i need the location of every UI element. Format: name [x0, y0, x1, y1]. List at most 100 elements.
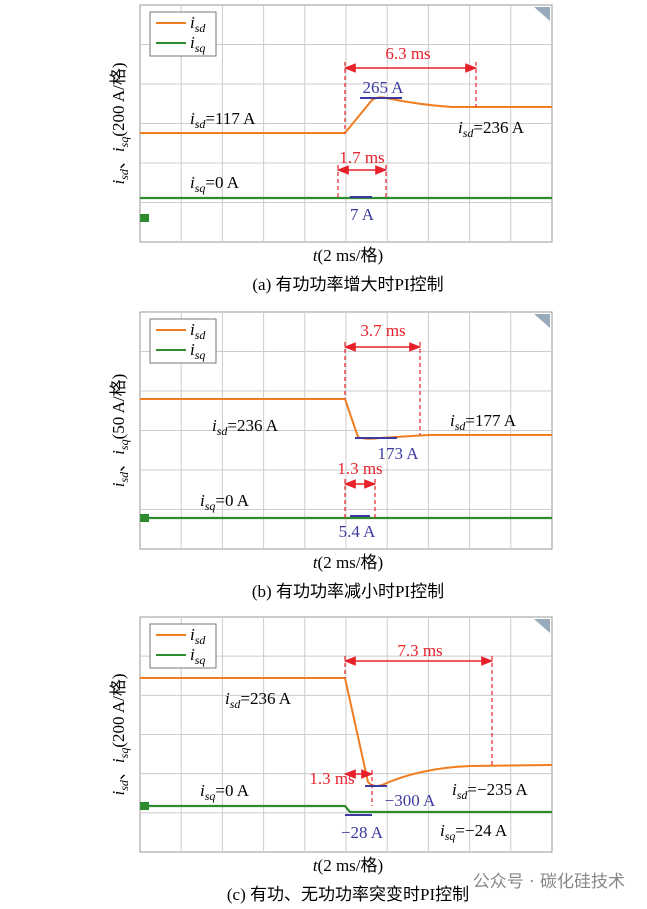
subscript: sq [445, 829, 456, 843]
text-part: i [190, 173, 195, 192]
subscript: sq [195, 348, 206, 362]
x-axis-label: t(2 ms/格) [313, 856, 383, 875]
text-part: =−24 A [455, 821, 507, 840]
text-part: =177 A [465, 411, 516, 430]
text-part: =0 A [215, 781, 249, 800]
text-part: (2 ms/格) [318, 246, 384, 265]
annotation: 6.3 ms [385, 44, 430, 63]
waveform-isq [140, 804, 552, 814]
channel-marker [140, 514, 149, 522]
subscript: sd [463, 126, 475, 140]
annotation: isd=236 A [212, 416, 279, 438]
y-axis-label: isd、isq(200 A/格) [109, 674, 131, 796]
annotation: 5.4 A [339, 522, 377, 541]
legend-box [149, 623, 217, 669]
subscript: sd [117, 168, 131, 180]
subscript: sd [195, 328, 207, 342]
subscript: sd [217, 424, 229, 438]
y-axis-label: isd、isq(200 A/格) [109, 63, 131, 185]
text-part: 、 [109, 455, 128, 472]
text-part: −300 A [385, 791, 436, 810]
subscript: sq [195, 41, 206, 55]
annotation: isq=−24 A [440, 821, 508, 843]
text-part: i [452, 780, 457, 799]
text-part: =−235 A [467, 780, 528, 799]
text-part: t [313, 553, 319, 572]
text-part: =0 A [205, 173, 239, 192]
text-part: i [109, 482, 128, 487]
subscript: sq [205, 789, 216, 803]
text-part: i [109, 790, 128, 795]
annotation: 173 A [377, 444, 419, 463]
text-part: i [190, 33, 195, 52]
subscript: sd [457, 788, 469, 802]
text-part: i [190, 13, 195, 32]
annotation: isd=236 A [225, 689, 292, 711]
caption: (b) 有功功率减小时PI控制 [252, 582, 444, 601]
corner-mark [534, 7, 550, 21]
legend-box [149, 318, 217, 364]
annotation: 7 A [350, 205, 375, 224]
text-part: i [109, 758, 128, 763]
text-part: t [313, 246, 319, 265]
subscript: sd [195, 117, 207, 131]
channel-marker [140, 802, 149, 810]
annotation: isq=0 A [200, 491, 250, 513]
text-part: i [190, 340, 195, 359]
subscript: sd [195, 21, 207, 35]
annotation: 3.7 ms [360, 321, 405, 340]
legend-label: isq [190, 340, 205, 362]
legend-label: isq [190, 645, 205, 667]
annotation: isd=177 A [450, 411, 517, 433]
y-axis-label: isd、isq(50 A/格) [109, 374, 131, 487]
annotation: isd=236 A [458, 118, 525, 140]
text-part: i [212, 416, 217, 435]
text-part: i [109, 450, 128, 455]
text-part: i [190, 645, 195, 664]
subscript: sq [195, 653, 206, 667]
annotation: 265 A [362, 78, 404, 97]
text-part: i [109, 147, 128, 152]
text-part: (50 A/格) [109, 374, 128, 440]
text-part: i [190, 320, 195, 339]
text-part: =236 A [473, 118, 524, 137]
annotation: isq=0 A [200, 781, 250, 803]
subscript: sq [117, 748, 131, 759]
subscript: sq [195, 181, 206, 195]
waveform-isd [140, 677, 553, 787]
text-part: i [190, 625, 195, 644]
annotation: isd=−235 A [452, 780, 528, 802]
text-part: 7.3 ms [397, 641, 442, 660]
x-axis-label: t(2 ms/格) [313, 553, 383, 572]
text-part: i [225, 689, 230, 708]
text-part: (2 ms/格) [318, 553, 384, 572]
text-part: (2 ms/格) [318, 856, 384, 875]
text-part: i [190, 109, 195, 128]
text-part: 1.3 ms [309, 769, 354, 788]
annotation: −28 A [341, 823, 384, 842]
text-part: =0 A [215, 491, 249, 510]
legend-label: isd [190, 320, 206, 342]
corner-mark [534, 314, 550, 328]
subscript: sd [230, 697, 242, 711]
text-part: i [458, 118, 463, 137]
legend-label: isd [190, 13, 206, 35]
subscript: sq [205, 499, 216, 513]
text-part: =236 A [240, 689, 291, 708]
legend-label: isq [190, 33, 205, 55]
text-part: t [313, 856, 319, 875]
annotation: 1.3 ms [309, 769, 354, 788]
corner-mark [534, 619, 550, 633]
subscript: sd [195, 633, 207, 647]
text-part: 6.3 ms [385, 44, 430, 63]
annotation: −300 A [385, 791, 436, 810]
annotation: 7.3 ms [397, 641, 442, 660]
text-part: 、 [109, 763, 128, 780]
text-part: 173 A [377, 444, 419, 463]
text-part: i [200, 491, 205, 510]
watermark: 公众号 · 碳化硅技术 [473, 872, 625, 892]
text-part: (200 A/格) [109, 674, 128, 748]
annotation: 1.7 ms [339, 148, 384, 167]
legend-box [149, 11, 217, 57]
channel-marker [140, 214, 149, 222]
